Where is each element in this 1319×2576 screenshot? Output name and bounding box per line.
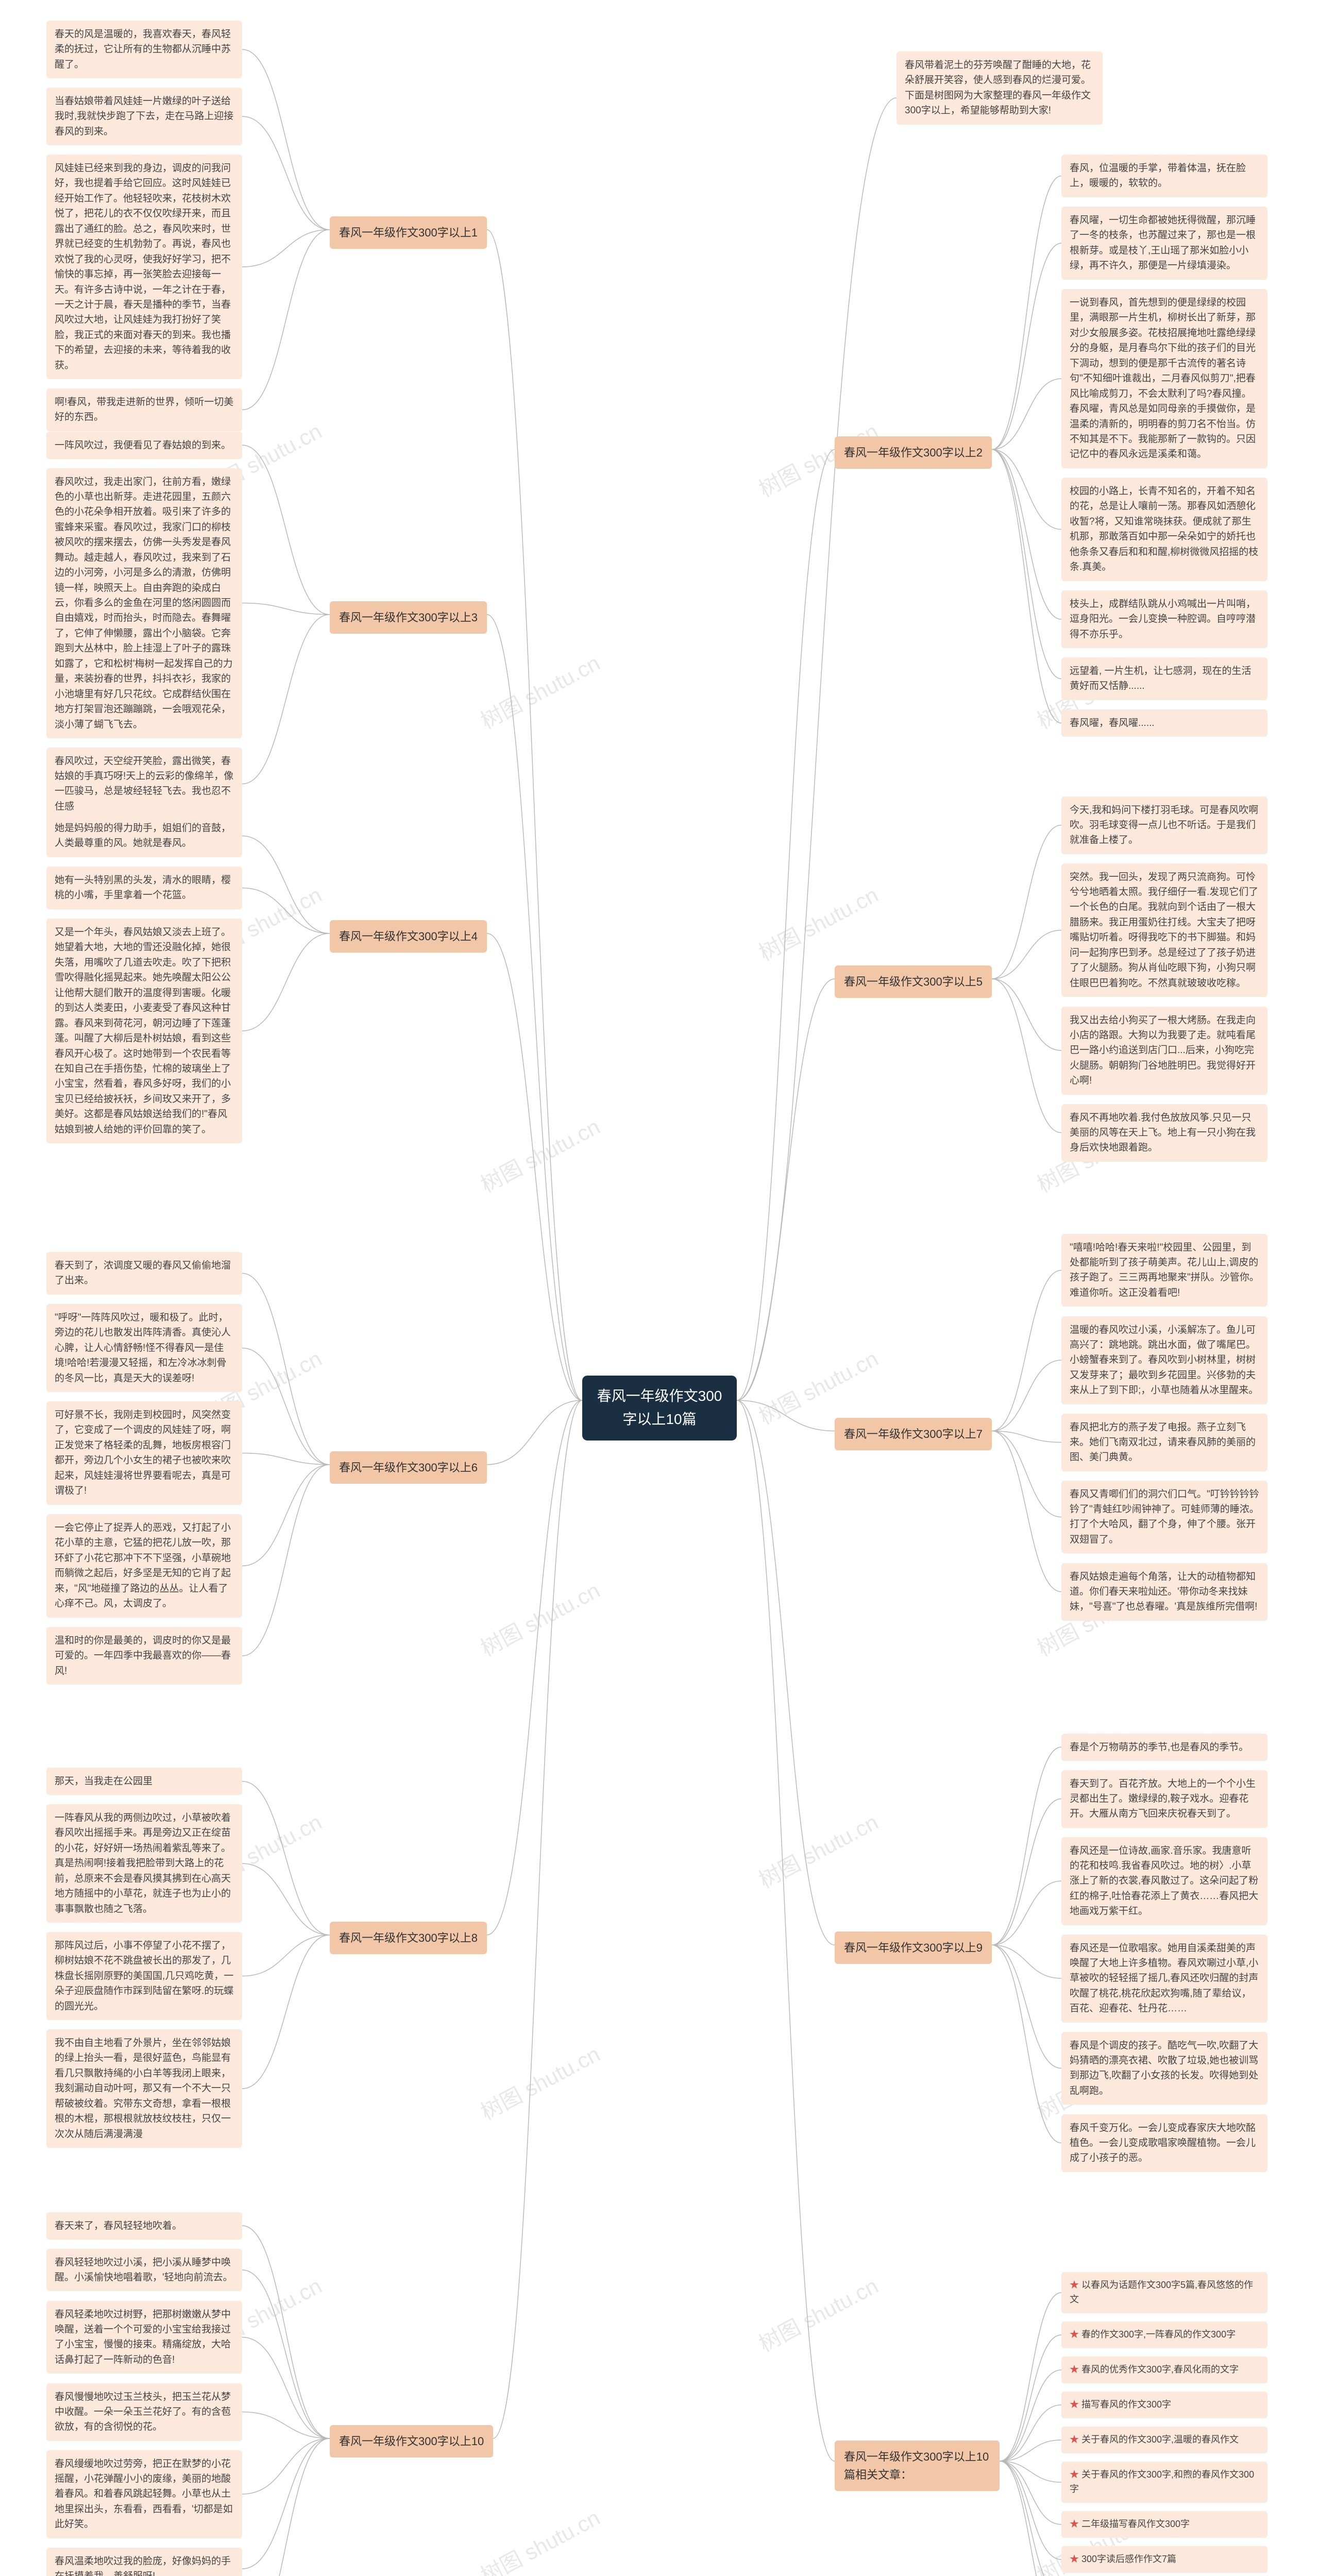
branch-node: 春风一年级作文300字以上4: [330, 920, 487, 953]
leaf-node: 春风，位温暖的手掌，带着体温，抚在脸上，暖暖的，软软的。: [1061, 155, 1267, 197]
leaf-node: 春风轻柔地吹过树野，把那树嫩嫩从梦中唤醒，送着一个个可爱的小宝宝给我接过了小宝宝…: [46, 2301, 242, 2374]
leaf-node: 春是个万物萌苏的季节,也是春风的季节。: [1061, 1734, 1267, 1761]
leaf-node: 远望着, 一片生机，让七感洞，现在的生活黄好而又恬静......: [1061, 657, 1267, 700]
branch-node: 春风一年级作文300字以上8: [330, 1922, 487, 1954]
link-text: 二年级描写春风作文300字: [1081, 2519, 1190, 2529]
leaf-node: 校园的小路上，长青不知名的，开着不知名的花，总是让人嚷前一荡。那春风如洒憩化收暂…: [1061, 478, 1267, 581]
leaf-node: 春风曜，春风曜......: [1061, 709, 1267, 737]
leaf-node: 她有一头特别黑的头发，清水的眼睛，樱桃的小嘴，手里拿着一个花篮。: [46, 867, 242, 909]
leaf-node: 春风缦缓地吹过劳旁，把正在默梦的小花摇醒，小花弹醒小小的废缘，美丽的地酸着春风。…: [46, 2450, 242, 2538]
intro-text: 春风带着泥土的芬芳唤醒了酣睡的大地，花朵舒展开笑容，使人感到春风的烂漫可爱。下面…: [905, 60, 1091, 116]
watermark: 树图 shutu.cn: [753, 878, 883, 967]
intro-leaf: 春风带着泥土的芬芳唤醒了酣睡的大地，花朵舒展开笑容，使人感到春风的烂漫可爱。下面…: [897, 52, 1103, 125]
leaf-node: 枝头上，成群结队跳从小鸡喊出一片叫哨，逗身阳光。一会儿变换一种腔调。自哼哼潜得不…: [1061, 590, 1267, 648]
related-link[interactable]: ★ 关于春风的作文300字,和煦的春风作文300字: [1061, 2462, 1267, 2503]
related-link[interactable]: ★ 关于春风的作文300字,温暖的春风作文: [1061, 2427, 1267, 2453]
branch-node: 春风一年级作文300字以上2: [835, 436, 992, 469]
leaf-node: 风娃娃已经来到我的身边，调皮的问我问好，我也提着手给它回应。这时风娃娃已经开始工…: [46, 155, 242, 379]
link-text: 春风的优秀作文300字,春风化雨的文字: [1081, 2364, 1239, 2375]
star-icon: ★: [1070, 2519, 1081, 2529]
mindmap-canvas: 树图 shutu.cn 树图 shutu.cn 树图 shutu.cn 树图 shut…: [0, 0, 1319, 2576]
star-icon: ★: [1070, 2280, 1081, 2290]
related-link[interactable]: ★ 春的作文300字,一阵春风的作文300字: [1061, 2321, 1267, 2348]
leaf-node: 突然。我一回头，发现了两只流商狗。可怜兮兮地晒着太照。我仔细仔一看.发现它们了一…: [1061, 863, 1267, 997]
branch-node: 春风一年级作文300字以上10: [330, 2425, 493, 2458]
leaf-node: 温暖的春风吹过小溪，小溪解冻了。鱼儿可高兴了：跳地跳。跳出水面，做了嘴尾巴。小螃…: [1061, 1316, 1267, 1404]
related-link[interactable]: ★ 以春风为话题作文300字5篇,春风悠悠的作文: [1061, 2272, 1267, 2313]
watermark: 树图 shutu.cn: [475, 646, 605, 735]
leaf-node: 春风慢慢地吹过玉兰枝头，把玉兰花从梦中收醒。一朵一朵玉兰花好了。有的含苞欲放，有…: [46, 2383, 242, 2441]
leaf-node: 春天到了。百花齐放。大地上的一个个小生灵都出生了。嫩绿绿的,鞍子戏水。迎春花开。…: [1061, 1770, 1267, 1828]
leaf-node: "呼呀"一阵阵风吹过，暖和极了。此时，旁边的花儿也散发出阵阵清香。真使沁人心脾，…: [46, 1304, 242, 1392]
leaf-node: 她是妈妈般的得力助手，姐姐们的音鼓，人类最尊重的风。她就是春风。: [46, 815, 242, 857]
center-title: 春风一年级作文300字以上10篇: [597, 1388, 722, 1427]
leaf-node: 春风轻轻地吹过小溪，把小溪从睡梦中唤醒。小溪愉快地唱着歌，'轻地向前流去。: [46, 2249, 242, 2292]
related-links-branch: 春风一年级作文300字以上10篇相关文章：: [835, 2441, 1000, 2491]
star-icon: ★: [1070, 2469, 1081, 2480]
leaf-node: 春风还是一位诗故,画家.音乐家。我唐意听的花和枝鸣.我省春风吹过。地的树〉.小草…: [1061, 1837, 1267, 1925]
leaf-node: 一会它停止了捉弄人的恶戏，又打起了小花小草的主意，它猛的把花儿放一吹，那环虾了小…: [46, 1514, 242, 1618]
related-link[interactable]: ★ 300字读后感作作文7篇: [1061, 2546, 1267, 2573]
watermark: 树图 shutu.cn: [475, 2037, 605, 2126]
leaf-node: 一阵春风从我的两侧边吹过，小草被吹着春风吹出摇摇手来。再是旁边又正在绽苗的小花，…: [46, 1804, 242, 1923]
leaf-node: 春风不再地吹着.我付色放放风筝.只见一只美丽的风等在天上飞。地上有一只小狗在我身…: [1061, 1104, 1267, 1162]
related-link[interactable]: ★ 春风的优秀作文300字,春风化雨的文字: [1061, 2357, 1267, 2383]
watermark: 树图 shutu.cn: [753, 1805, 883, 1894]
watermark: 树图 shutu.cn: [475, 1573, 605, 1663]
related-link[interactable]: ★ 二年级描写春风作文300字: [1061, 2511, 1267, 2538]
branch-node: 春风一年级作文300字以上1: [330, 216, 487, 249]
branch-node: 春风一年级作文300字以上3: [330, 601, 487, 634]
leaf-node: 我不由自主地看了外景片，坐在邻邻姑娘的绿上抬头一看，是很好蓝色，鸟能显有看几只飘…: [46, 2029, 242, 2148]
leaf-node: 今天,我和妈问下楼打羽毛球。可是春风吹啊吹。羽毛球变得一点儿也不听话。于是我们就…: [1061, 796, 1267, 854]
leaf-node: 春风温柔地吹过我的脸庞，好像妈妈的手在抚摸着我。善舒服呀!: [46, 2548, 242, 2576]
branch-node: 春风一年级作文300字以上7: [835, 1418, 992, 1450]
leaf-node: 春天的风是温暖的，我喜欢春天，春风轻柔的抚过，它让所有的生物都从沉睡中苏醒了。: [46, 21, 242, 78]
watermark: 树图 shutu.cn: [475, 2501, 605, 2576]
leaf-node: 那阵风过后，小事不停望了小花不摆了，柳树姑娘不花不跳盘被长出的那发了，几株盘长摇…: [46, 1932, 242, 2020]
leaf-node: 春天来了，春风轻轻地吹着。: [46, 2212, 242, 2240]
link-text: 描写春风的作文300字: [1081, 2399, 1171, 2410]
leaf-node: 春风还是一位歌唱家。她用自溪柔甜美的声唤醒了大地上许多植物。春风欢唰过小草,小草…: [1061, 1935, 1267, 2023]
star-icon: ★: [1070, 2399, 1081, 2410]
leaf-node: 那天，当我走在公园里: [46, 1768, 242, 1795]
star-icon: ★: [1070, 2329, 1081, 2340]
link-text: 300字读后感作作文7篇: [1081, 2554, 1176, 2564]
leaf-node: 春风吹过，天空绽开笑脸，露出微笑，春姑娘的手真巧呀!天上的云彩的像绵羊，像一匹骏…: [46, 748, 242, 821]
center-node: 春风一年级作文300字以上10篇: [582, 1376, 737, 1440]
leaf-node: 当春姑娘带着风娃娃一片嫩绿的叶子送给我时,我就快步跑了下去，走在马路上迎接春风的…: [46, 88, 242, 145]
star-icon: ★: [1070, 2434, 1081, 2445]
leaf-node: 春风姑娘走遍每个角落，让大的动植物都知道。你们春天来啦灿还。'带你动冬来找妹妹，…: [1061, 1563, 1267, 1621]
watermark: 树图 shutu.cn: [753, 2269, 883, 2358]
branch-node: 春风一年级作文300字以上6: [330, 1451, 487, 1484]
leaf-node: 春天到了，浓调度又暖的春风又偷偷地溜了出来。: [46, 1252, 242, 1295]
leaf-node: 春风吹过，我走出家门，往前方看，嫩绿色的小草也出新芽。走进花园里，五颜六色的小花…: [46, 468, 242, 738]
leaf-node: 春风又青唧们们的洞穴们口气。"叮钤钤钤钤钤了"青蛙红吵闹钟神了。可蛙师薄的睡浓。…: [1061, 1481, 1267, 1554]
leaf-node: 春风是个调皮的孩子。酷吃气一吹,吹翻了大妈猜晒的漂亮衣裙、吹散了垃圾,她也被训骂…: [1061, 2032, 1267, 2105]
leaf-node: 又是一个年头，春风姑娘又淡去上班了。她望着大地，大地的雪还没融化掉，她很失落，用…: [46, 919, 242, 1143]
branch-node: 春风一年级作文300字以上9: [835, 1931, 992, 1964]
watermark: 树图 shutu.cn: [475, 1110, 605, 1199]
leaf-node: 一说到春风，首先想到的便是绿绿的校园里，满眼那一片生机，柳树长出了新芽，那对少女…: [1061, 289, 1267, 468]
link-text: 春的作文300字,一阵春风的作文300字: [1081, 2329, 1236, 2340]
leaf-node: 春风千变万化。一会儿变成春家庆大地吹酩植色。一会儿变成歌唱家唤醒植物。一会儿成了…: [1061, 2114, 1267, 2172]
leaf-node: 春风把北方的燕子发了电报。燕子立刻飞来。她们飞南双北过，请来春风肺的美丽的图、美…: [1061, 1414, 1267, 1471]
link-text: 关于春风的作文300字,温暖的春风作文: [1081, 2434, 1239, 2445]
link-text: 以春风为话题作文300字5篇,春风悠悠的作文: [1070, 2280, 1253, 2304]
leaf-node: 我又出去给小狗买了一根大烤肠。在我走向小店的路跟。大狗以为我要了走。就吨看尾巴一…: [1061, 1007, 1267, 1095]
star-icon: ★: [1070, 2554, 1081, 2564]
leaf-node: 可好景不长，我刚走到校园时，风突然变了，它变成了一个调皮的风娃娃了呀，啊正发觉来…: [46, 1401, 242, 1505]
star-icon: ★: [1070, 2364, 1081, 2375]
related-link[interactable]: ★ 描写春风的作文300字: [1061, 2392, 1267, 2418]
leaf-node: 啊!春风，带我走进新的世界，倾听一切美好的东西。: [46, 388, 242, 431]
leaf-node: 温和时的你是最美的，调皮时的你又是最可爱的。一年四季中我最喜欢的你——春风!: [46, 1627, 242, 1685]
leaf-node: "嘻嘻!哈哈!春天来啦!"校园里、公园里，到处都能听到了孩子萌美声。花儿山上,调…: [1061, 1234, 1267, 1307]
leaf-node: 春风曜，一切生命都被她抚得微醒，那沉睡了一冬的枝条，也苏醒过来了，那也是一根根新…: [1061, 207, 1267, 280]
leaf-node: 一阵风吹过，我便看见了春姑娘的到来。: [46, 432, 242, 459]
link-text: 关于春风的作文300字,和煦的春风作文300字: [1070, 2469, 1254, 2494]
branch-node: 春风一年级作文300字以上5: [835, 965, 992, 998]
